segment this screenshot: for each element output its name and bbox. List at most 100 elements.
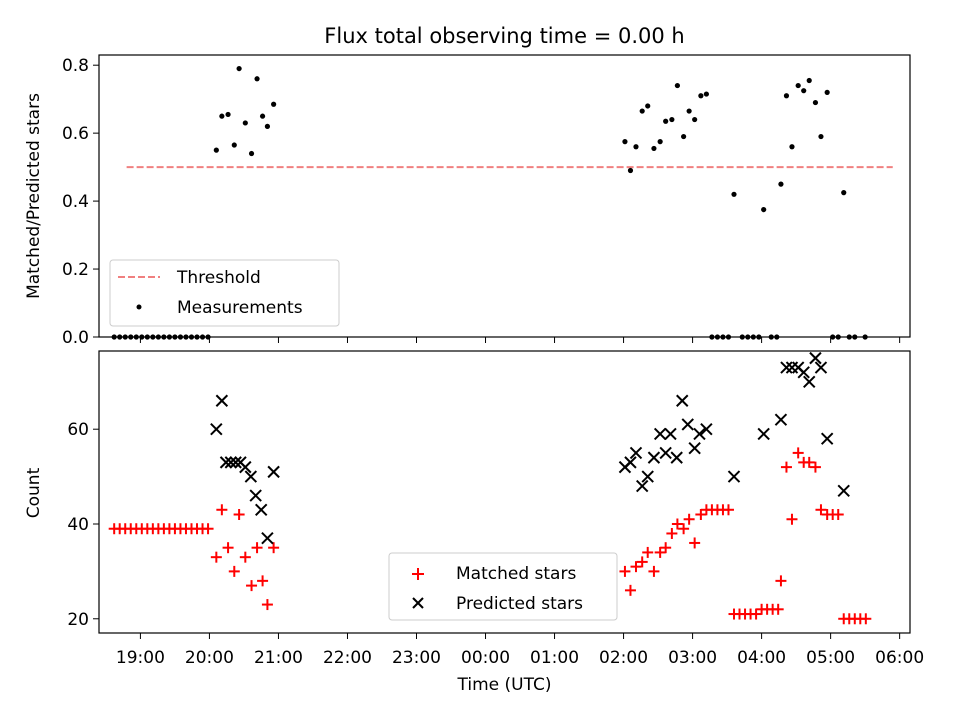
matched-stars-legend-label: Matched stars — [456, 564, 576, 584]
x-tick-label: 23:00 — [392, 648, 441, 668]
measurement-point — [236, 65, 242, 72]
measurement-point — [783, 93, 790, 99]
measurement-point — [806, 77, 812, 84]
matched-stars-legend-marker — [412, 568, 424, 580]
measurements-series — [111, 65, 868, 340]
predicted-star-point — [249, 489, 262, 502]
top-y-axis: 0.0 0.2 0.4 0.6 0.8 — [62, 56, 99, 348]
predicted-star-point — [809, 351, 822, 365]
measurement-point — [692, 116, 698, 123]
matched-star-point — [678, 523, 690, 535]
matched-star-point — [654, 546, 666, 558]
top-legend: Threshold Measurements — [109, 259, 340, 327]
matched-star-point — [722, 504, 734, 516]
x-tick-label: 04:00 — [737, 648, 786, 668]
predicted-star-point — [254, 503, 268, 516]
top-y-axis-label: Matched/Predicted stars — [24, 93, 44, 299]
predicted-star-point — [219, 456, 233, 469]
top-panel: 0.00.20.40.60.8 Matched/Predicted stars … — [24, 54, 911, 348]
x-tick-label: 19:00 — [116, 648, 165, 668]
matched-star-point — [780, 461, 792, 473]
matched-star-point — [832, 509, 844, 521]
measurement-point — [761, 206, 767, 213]
measurement-point — [242, 120, 248, 126]
matched-star-point — [233, 509, 245, 521]
predicted-star-point — [244, 470, 258, 483]
measurement-point — [663, 118, 669, 124]
measurement-point — [698, 93, 704, 99]
matched-stars-series — [108, 447, 872, 625]
bottom-panel: 20 40 60 19:00 20:00 21:00 22:00 23:00 00:00 01:… — [24, 350, 924, 695]
matched-star-point — [792, 447, 804, 459]
predicted-star-point — [757, 427, 770, 441]
measurement-point — [801, 88, 807, 94]
x-axis-label: Time (UTC) — [457, 675, 552, 695]
predicted-star-point — [215, 394, 229, 407]
x-tick-label: 20:00 — [185, 648, 234, 668]
measurement-point — [731, 191, 737, 197]
top-legend-box — [109, 259, 340, 327]
y-tick-label: 20 — [67, 610, 89, 630]
matched-star-point — [786, 513, 798, 525]
y-tick-label: 0.6 — [62, 124, 89, 144]
predicted-star-point — [664, 427, 677, 441]
matched-star-point — [202, 523, 214, 535]
matched-star-point — [630, 561, 642, 573]
x-tick-label: 05:00 — [806, 648, 855, 668]
y-tick-label: 40 — [67, 515, 89, 535]
matched-star-point — [815, 504, 827, 516]
predicted-star-point — [837, 484, 850, 498]
x-tick-label: 02:00 — [599, 648, 648, 668]
measurements-legend-label: Measurements — [177, 298, 303, 318]
x-tick-label: 21:00 — [254, 648, 303, 668]
matched-star-point — [666, 527, 678, 539]
measurement-point — [824, 89, 830, 95]
bottom-axes-frame — [98, 350, 911, 634]
y-tick-label: 0.2 — [62, 260, 89, 280]
threshold-legend-label: Threshold — [176, 268, 261, 288]
matched-star-point — [660, 542, 672, 554]
measurement-point — [219, 113, 225, 119]
measurement-point — [686, 108, 692, 114]
y-tick-label: 0.0 — [62, 328, 89, 348]
predicted-stars-legend-marker — [412, 597, 424, 609]
predicted-star-point — [803, 375, 816, 389]
predicted-star-point — [210, 422, 223, 436]
x-tick-label: 01:00 — [530, 648, 579, 668]
predicted-star-point — [688, 441, 701, 455]
measurement-point — [271, 101, 277, 107]
matched-star-point — [228, 565, 240, 577]
predicted-star-point — [820, 432, 834, 445]
predicted-star-point — [797, 366, 810, 379]
y-tick-label: 0.8 — [62, 56, 89, 76]
predicted-star-point — [624, 456, 637, 469]
predicted-star-point — [785, 361, 799, 374]
measurement-point — [657, 139, 663, 145]
predicted-star-point — [629, 446, 643, 460]
x-tick-label: 22:00 — [323, 648, 372, 668]
predicted-star-point — [774, 413, 788, 426]
matched-star-point — [860, 613, 872, 625]
bottom-legend-box — [388, 552, 618, 621]
measurement-point — [225, 111, 231, 118]
measurement-point — [645, 103, 651, 109]
measurement-point — [622, 139, 628, 145]
predicted-star-point — [814, 361, 828, 374]
matched-star-point — [636, 556, 648, 568]
top-plot-area — [111, 65, 893, 340]
matched-star-point — [689, 537, 701, 549]
predicted-star-point — [727, 470, 741, 483]
measurement-point — [841, 190, 847, 196]
predicted-star-point — [261, 532, 274, 545]
matched-star-point — [772, 603, 784, 615]
measurement-point — [795, 82, 801, 89]
matched-star-point — [619, 565, 631, 577]
predicted-stars-series — [210, 351, 850, 545]
matched-star-point — [775, 575, 787, 587]
matched-star-point — [683, 513, 695, 525]
y-tick-label: 60 — [67, 420, 89, 440]
predicted-star-point — [670, 451, 683, 464]
measurement-point — [651, 145, 657, 152]
predicted-star-point — [693, 427, 706, 441]
